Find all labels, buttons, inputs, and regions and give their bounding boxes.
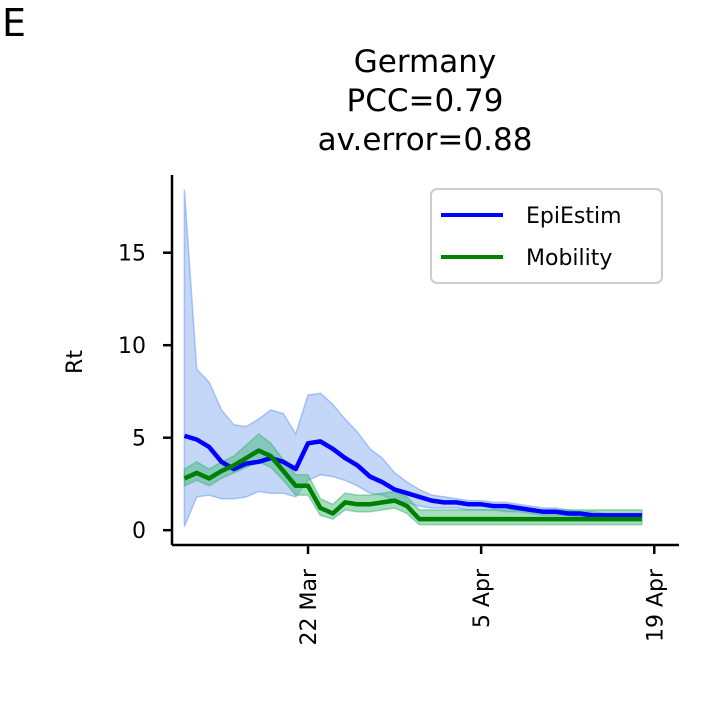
x-tick-label: 19 Apr [643, 568, 668, 642]
y-tick-label: 5 [132, 427, 146, 452]
epiestim-series-line [183, 433, 642, 518]
chart-title: Germany PCC=0.79 av.error=0.88 [318, 44, 533, 158]
x-tick-label: 22 Mar [297, 568, 322, 645]
y-tick-label: 10 [118, 334, 146, 359]
title-error: av.error=0.88 [318, 122, 533, 158]
title-pcc: PCC=0.79 [347, 83, 504, 119]
y-tick-label: 15 [118, 242, 146, 267]
y-tick-label: 0 [132, 519, 146, 544]
plot-area [183, 189, 643, 527]
mobility-series-line [183, 448, 642, 522]
x-tick-label: 5 Apr [470, 568, 495, 628]
legend-label-mobility: Mobility [526, 246, 612, 271]
y-axis-label: Rt [63, 350, 88, 374]
panel-label: E [2, 1, 26, 45]
legend: EpiEstim Mobility [430, 188, 663, 284]
x-ticks: 22 Mar 5 Apr 19 Apr [297, 545, 668, 646]
y-ticks: 0 5 10 15 [118, 242, 172, 544]
legend-box [430, 188, 663, 284]
legend-label-epiestim: EpiEstim [526, 204, 622, 229]
title-country: Germany [354, 44, 496, 80]
axes [170, 175, 679, 547]
